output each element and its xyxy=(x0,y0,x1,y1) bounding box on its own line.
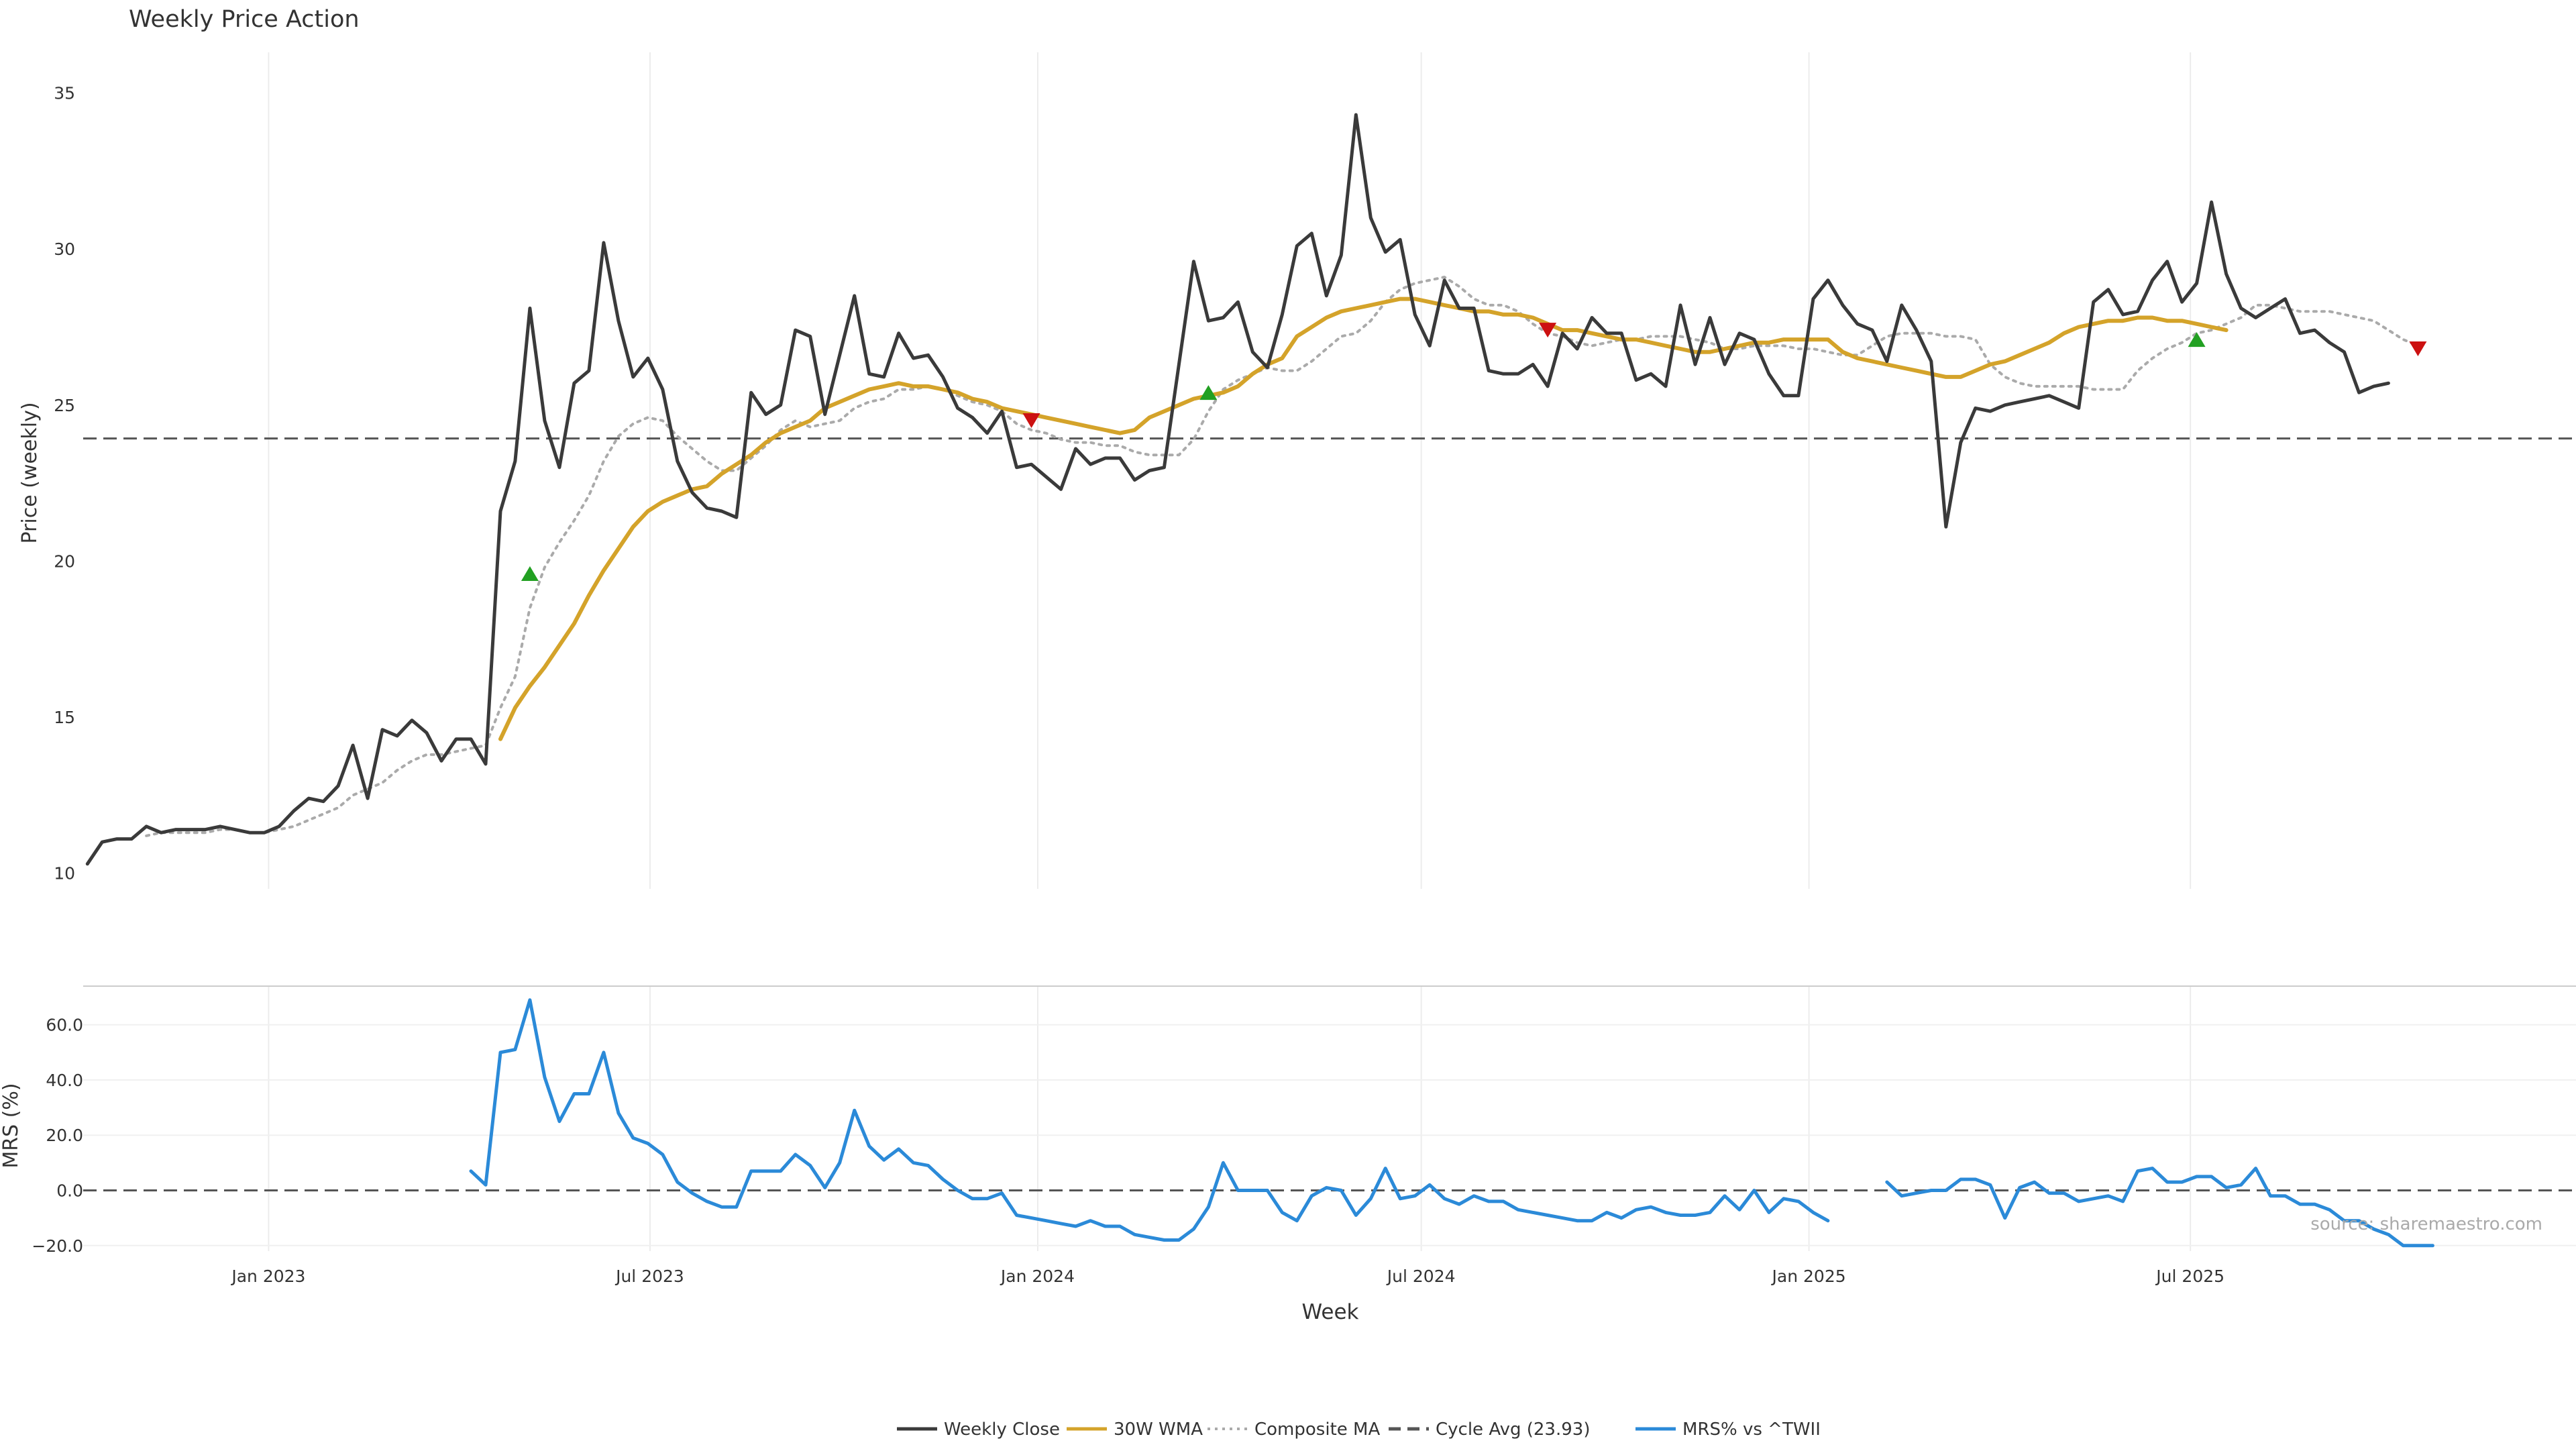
buy-signal-marker xyxy=(521,566,539,582)
legend: Weekly Close 30W WMA Composite MA Cycle Avg… xyxy=(897,1419,1821,1440)
legend-label: Cycle Avg (23.93) xyxy=(1436,1419,1590,1440)
chart-title: Weekly Price Action xyxy=(129,6,360,33)
price-y-tick-label: 20 xyxy=(54,551,75,571)
legend-item: 30W WMA xyxy=(1067,1419,1203,1440)
mrs-line xyxy=(469,998,2434,1248)
mrs-y-tick-label: 0.0 xyxy=(56,1181,83,1200)
legend-label: 30W WMA xyxy=(1114,1419,1203,1440)
mrs-y-tick-label: 40.0 xyxy=(46,1071,83,1090)
mrs-y-tick-label: 20.0 xyxy=(46,1126,83,1145)
buy-signal-marker xyxy=(1199,385,1218,400)
price-y-tick-label: 10 xyxy=(54,864,75,883)
legend-label: MRS% vs ^TWII xyxy=(1682,1419,1821,1440)
buy-signal-marker xyxy=(2188,332,2206,347)
weekly-close-line xyxy=(85,113,2390,866)
x-tick-label: Jan 2024 xyxy=(1000,1267,1075,1286)
x-tick-label: Jan 2023 xyxy=(230,1267,305,1286)
legend-item: Composite MA xyxy=(1208,1419,1380,1440)
legend-item: MRS% vs ^TWII xyxy=(1635,1419,1821,1440)
source-note: source: sharemaestro.com xyxy=(2310,1214,2542,1234)
price-panel: 10 15 20 25 30 35 xyxy=(54,83,2576,883)
mrs-y-tick-label: −20.0 xyxy=(32,1236,83,1256)
legend-item: Cycle Avg (23.93) xyxy=(1389,1419,1590,1440)
x-axis-label: Week xyxy=(1302,1300,1359,1324)
sell-signal-marker xyxy=(2409,341,2427,357)
mrs-panel: −20.0 0.0 20.0 40.0 60.0 xyxy=(32,985,2576,1256)
price-y-tick-label: 15 xyxy=(54,708,75,727)
x-tick-label: Jul 2023 xyxy=(614,1267,684,1286)
wma-30w-line xyxy=(498,297,2229,741)
x-tick-label: Jul 2024 xyxy=(1386,1267,1456,1286)
price-axis-label: Price (weekly) xyxy=(18,402,42,543)
mrs-axis-label: MRS (%) xyxy=(0,1083,23,1168)
legend-label: Composite MA xyxy=(1254,1419,1380,1440)
composite-ma-line xyxy=(145,276,2420,837)
mrs-y-tick-label: 60.0 xyxy=(46,1016,83,1035)
legend-item: Weekly Close xyxy=(897,1419,1060,1440)
sell-signal-marker xyxy=(1539,323,1557,338)
price-y-tick-label: 35 xyxy=(54,83,75,103)
price-y-tick-label: 30 xyxy=(54,239,75,259)
price-y-tick-label: 25 xyxy=(54,396,75,415)
x-tick-label: Jul 2025 xyxy=(2155,1267,2224,1286)
grid-layer: Jan 2023 Jul 2023 Jan 2024 Jul 2024 Jan 2025… xyxy=(230,52,2224,1286)
x-tick-label: Jan 2025 xyxy=(1771,1267,1846,1286)
sell-signal-marker xyxy=(1022,413,1040,429)
legend-label: Weekly Close xyxy=(944,1419,1060,1440)
